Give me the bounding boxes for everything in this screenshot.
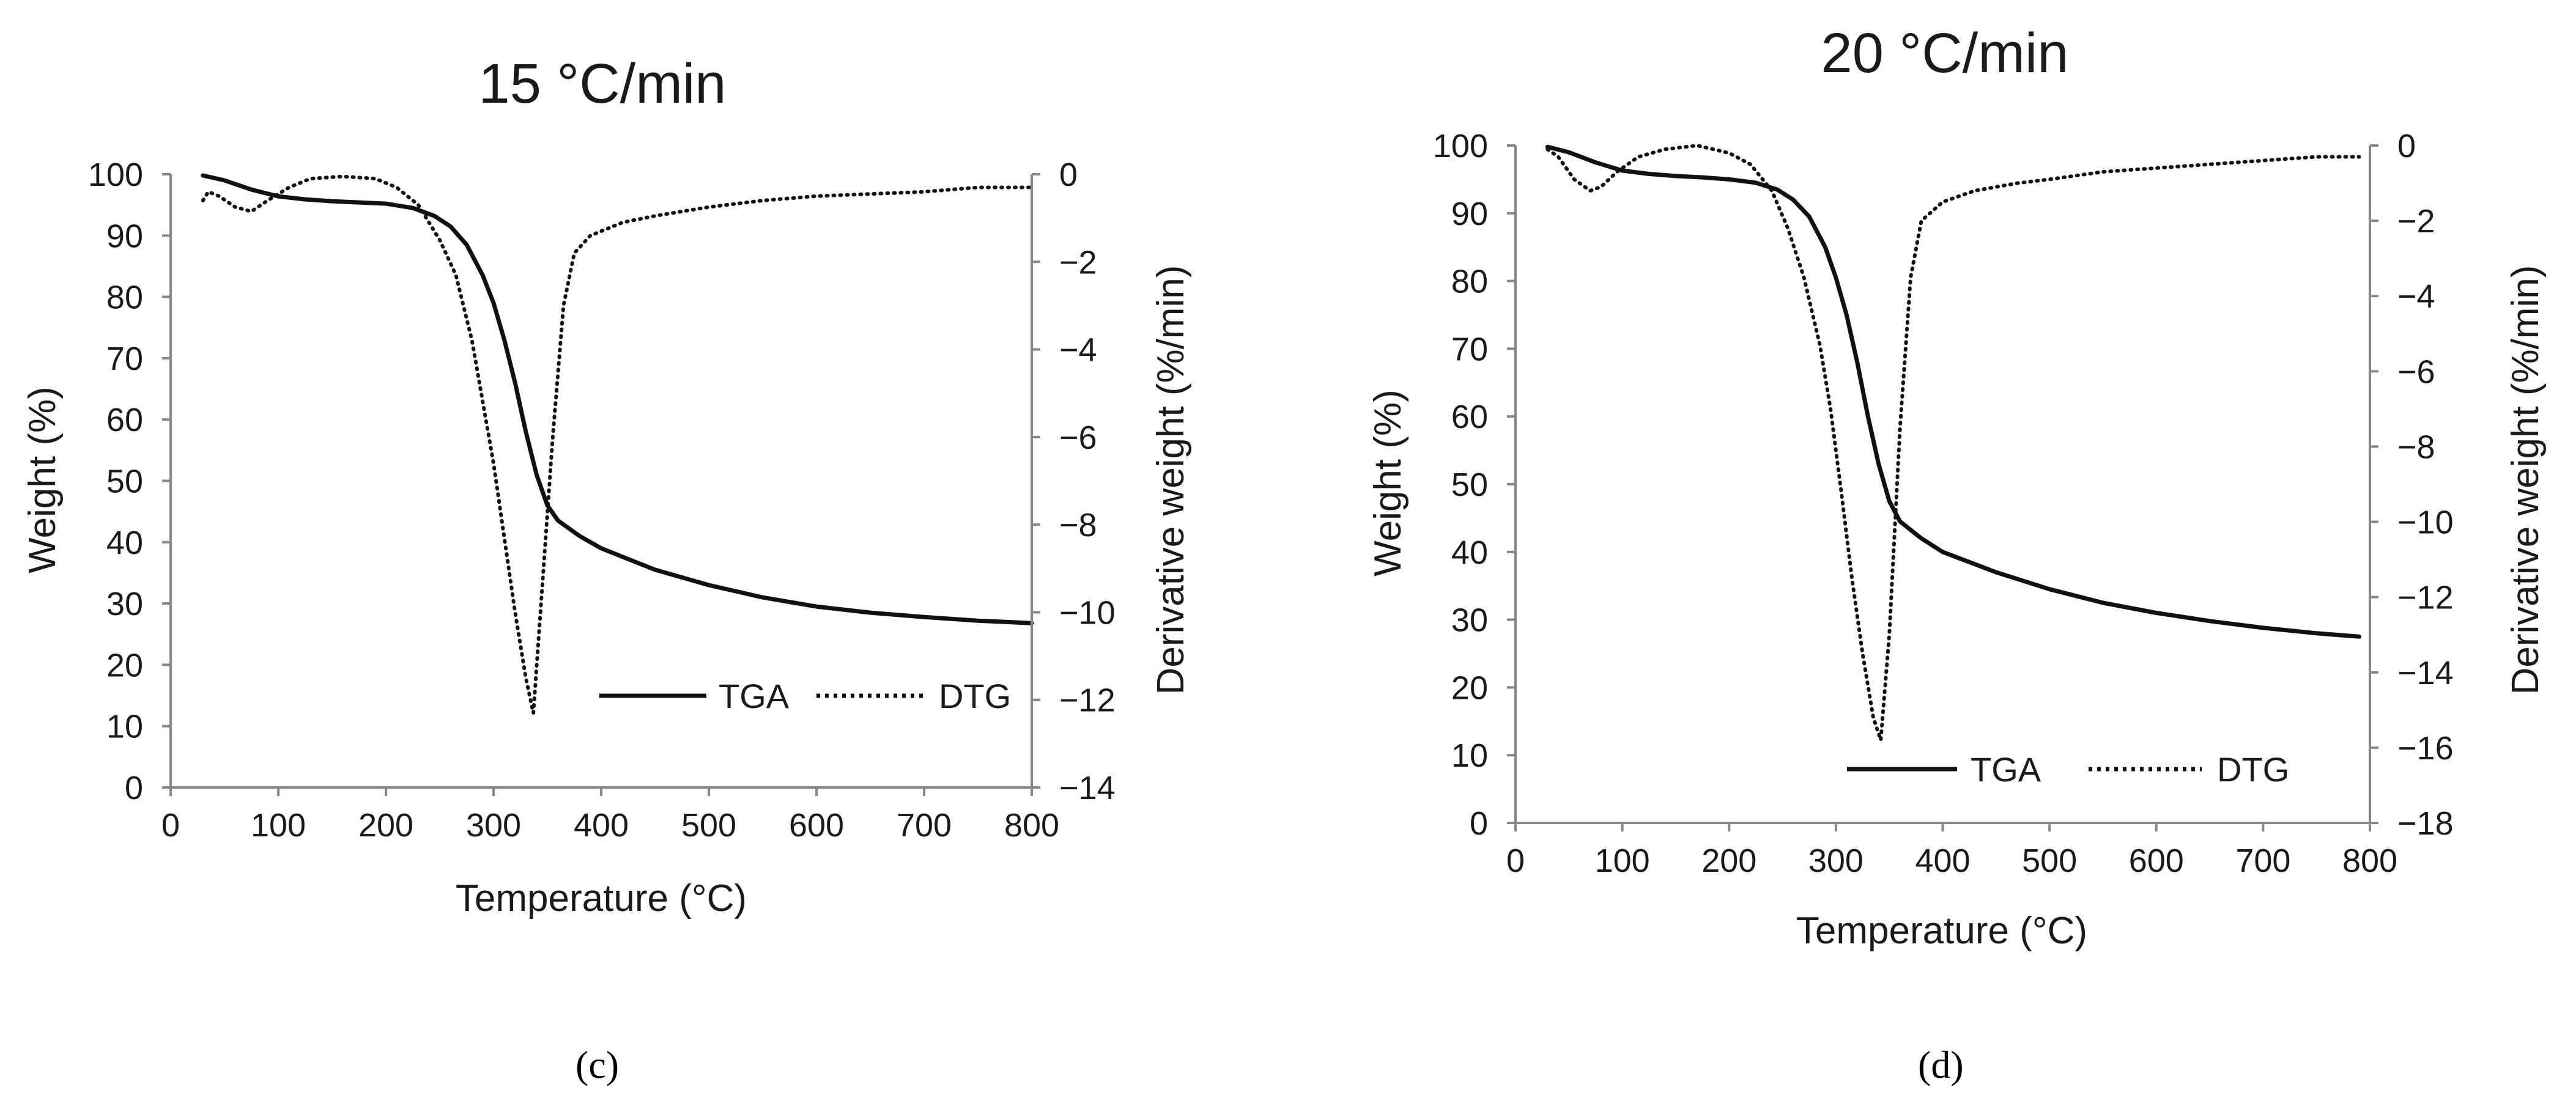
y-right-tick-label: −4 xyxy=(1059,332,1097,369)
x-tick-label: 600 xyxy=(2129,842,2184,879)
x-tick-label: 200 xyxy=(1701,842,1756,879)
chart-title: 20 °C/min xyxy=(1821,22,2069,84)
x-tick-label: 0 xyxy=(1506,842,1525,879)
y-left-tick-label: 20 xyxy=(1451,669,1488,706)
y-left-tick-label: 80 xyxy=(106,279,143,316)
series-line-dtg xyxy=(201,174,1034,715)
y-right-tick-label: −4 xyxy=(2397,278,2435,315)
x-tick-label: 300 xyxy=(1808,842,1864,879)
x-tick-label: 100 xyxy=(1595,842,1650,879)
y-right-tick-label: −6 xyxy=(2397,353,2435,390)
y-right-tick-label: 0 xyxy=(2397,128,2416,164)
y-left-tick-label: 60 xyxy=(1451,399,1488,435)
y-left-tick-label: 10 xyxy=(1451,737,1488,774)
x-axis-label: Temperature (°C) xyxy=(1796,910,2087,952)
x-tick-label: 500 xyxy=(2022,842,2077,879)
x-tick-label: 600 xyxy=(789,807,844,844)
y-right-tick-label: −16 xyxy=(2397,730,2454,767)
x-tick-label: 0 xyxy=(161,807,180,844)
y-right-tick-label: 0 xyxy=(1059,157,1078,193)
chart-title: 15 °C/min xyxy=(479,53,727,115)
y-left-tick-label: 90 xyxy=(106,218,143,254)
x-tick-label: 700 xyxy=(897,807,952,844)
y-axis-right-label: Derivative weight (%/min) xyxy=(1150,265,1192,695)
chart-panel-d: 20 °C/min 0 100 200 300 400 500 600 700 800 0102… xyxy=(1367,22,2547,952)
panel-label-c: (c) xyxy=(576,1043,620,1086)
y-left-tick-label: 100 xyxy=(1433,128,1488,164)
legend: TGA DTG xyxy=(599,677,1011,715)
y-right-tick-label: −14 xyxy=(1059,770,1116,806)
y-left-ticks: 0 10 20 30 40 50 60 70 80 90 100 xyxy=(1433,128,1516,842)
legend-label-dtg: DTG xyxy=(2217,750,2289,789)
legend: TGA DTG xyxy=(1847,750,2289,789)
x-ticks: 0 100 200 300 400 500 600 700 800 xyxy=(161,787,1059,844)
x-tick-label: 700 xyxy=(2235,842,2290,879)
y-left-tick-label: 70 xyxy=(1451,331,1488,367)
y-axis-left-label: Weight (%) xyxy=(21,386,64,573)
x-tick-label: 100 xyxy=(251,807,306,844)
series-line-dtg xyxy=(1545,144,2361,742)
series-line-tga xyxy=(1545,144,2361,639)
y-right-tick-label: −12 xyxy=(1059,682,1116,719)
y-left-tick-label: 10 xyxy=(106,709,143,745)
x-tick-label: 800 xyxy=(2342,842,2397,879)
y-right-tick-label: −12 xyxy=(2397,580,2454,616)
y-right-ticks: 0 −2 −4 −6 −8 −10 −12 −14 xyxy=(1032,157,1116,806)
y-right-tick-label: −14 xyxy=(2397,655,2454,691)
y-right-tick-label: −2 xyxy=(2397,203,2435,240)
y-left-tick-label: 30 xyxy=(1451,602,1488,639)
y-left-tick-label: 40 xyxy=(106,525,143,561)
y-left-tick-label: 50 xyxy=(106,463,143,500)
y-left-tick-label: 90 xyxy=(1451,196,1488,232)
panel-label-d: (d) xyxy=(1918,1043,1964,1086)
legend-label-tga: TGA xyxy=(1971,750,2041,789)
y-right-tick-label: −10 xyxy=(1059,594,1116,631)
y-axis-right-label: Derivative weight (%/min) xyxy=(2504,265,2547,695)
legend-label-tga: TGA xyxy=(719,677,790,715)
chart-panel-c: 15 °C/min 0 100 200 300 400 500 600 700 800 0102… xyxy=(21,53,1192,920)
y-left-ticks: 0 10 20 30 40 50 60 70 80 90 100 xyxy=(88,157,171,806)
y-right-tick-label: −6 xyxy=(1059,419,1097,456)
y-right-tick-label: −8 xyxy=(1059,507,1097,544)
x-axis-label: Temperature (°C) xyxy=(456,877,747,920)
y-right-tick-label: −2 xyxy=(1059,244,1097,281)
x-tick-label: 400 xyxy=(574,807,629,844)
x-tick-label: 500 xyxy=(681,807,736,844)
y-left-tick-label: 20 xyxy=(106,647,143,684)
y-left-tick-label: 30 xyxy=(106,586,143,622)
y-right-tick-label: −18 xyxy=(2397,805,2454,842)
legend-label-dtg: DTG xyxy=(939,677,1011,715)
x-tick-label: 400 xyxy=(1915,842,1970,879)
series-line-tga xyxy=(201,173,1034,625)
y-right-tick-label: −10 xyxy=(2397,504,2454,541)
x-tick-label: 300 xyxy=(466,807,521,844)
y-left-tick-label: 70 xyxy=(106,341,143,377)
y-left-tick-label: 50 xyxy=(1451,466,1488,503)
y-right-tick-label: −8 xyxy=(2397,429,2435,465)
y-left-tick-label: 60 xyxy=(106,402,143,438)
y-left-tick-label: 0 xyxy=(1470,805,1488,842)
y-axis-left-label: Weight (%) xyxy=(1367,389,1409,577)
x-tick-label: 800 xyxy=(1004,807,1059,844)
series-layer xyxy=(1545,144,2361,742)
y-right-ticks: 0 −2 −4 −6 −8 −10 −12 −14 −16 −18 xyxy=(2370,128,2454,842)
series-layer xyxy=(201,173,1034,715)
y-left-tick-label: 100 xyxy=(88,157,143,193)
y-left-tick-label: 80 xyxy=(1451,264,1488,300)
y-left-tick-label: 40 xyxy=(1451,534,1488,571)
x-ticks: 0 100 200 300 400 500 600 700 800 xyxy=(1506,823,2397,879)
y-left-tick-label: 0 xyxy=(125,770,143,806)
x-tick-label: 200 xyxy=(358,807,413,844)
